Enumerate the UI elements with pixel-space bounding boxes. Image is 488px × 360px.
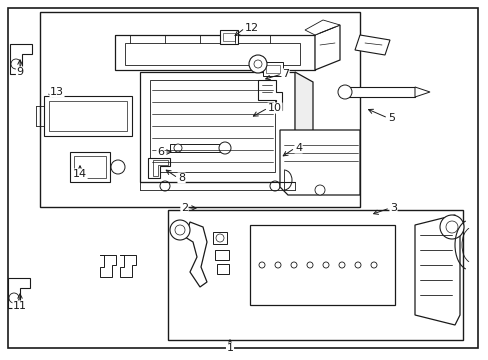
Bar	[170, 144, 224, 152]
Polygon shape	[280, 130, 359, 195]
Circle shape	[248, 55, 266, 73]
Circle shape	[445, 221, 457, 233]
Circle shape	[11, 59, 21, 69]
Bar	[40, 12, 359, 207]
Text: 13: 13	[50, 87, 64, 97]
Bar	[168, 210, 462, 340]
Circle shape	[111, 160, 125, 174]
Text: 2: 2	[181, 203, 187, 213]
Circle shape	[269, 181, 280, 191]
Polygon shape	[215, 250, 228, 260]
Text: 14: 14	[73, 169, 87, 179]
Text: 7: 7	[282, 69, 288, 79]
Polygon shape	[150, 80, 274, 172]
Circle shape	[9, 293, 19, 303]
Bar	[263, 62, 283, 76]
Circle shape	[219, 142, 230, 154]
Bar	[223, 33, 235, 41]
Circle shape	[175, 225, 184, 235]
Bar	[49, 101, 127, 131]
Text: 1: 1	[226, 343, 233, 353]
Circle shape	[314, 185, 325, 195]
Polygon shape	[100, 255, 116, 277]
Polygon shape	[115, 35, 314, 70]
Text: 4: 4	[294, 143, 302, 153]
Polygon shape	[125, 43, 299, 65]
Polygon shape	[258, 80, 282, 110]
Bar	[220, 30, 238, 44]
Polygon shape	[8, 278, 30, 308]
Polygon shape	[213, 232, 226, 244]
Bar	[345, 87, 414, 97]
Text: 9: 9	[17, 67, 23, 77]
Polygon shape	[148, 158, 170, 178]
Text: 3: 3	[389, 203, 396, 213]
Polygon shape	[10, 44, 32, 74]
Text: 11: 11	[13, 301, 27, 311]
Polygon shape	[120, 255, 136, 277]
Polygon shape	[414, 87, 429, 97]
Polygon shape	[140, 72, 294, 182]
Circle shape	[337, 85, 351, 99]
Circle shape	[439, 215, 463, 239]
Polygon shape	[354, 35, 389, 55]
Bar	[70, 152, 110, 182]
Polygon shape	[184, 222, 206, 287]
Polygon shape	[305, 20, 339, 35]
Circle shape	[170, 220, 190, 240]
Text: 5: 5	[387, 113, 394, 123]
Text: 12: 12	[244, 23, 259, 33]
Polygon shape	[153, 160, 168, 176]
Circle shape	[253, 60, 262, 68]
Circle shape	[160, 181, 170, 191]
Text: 10: 10	[267, 103, 282, 113]
Circle shape	[174, 144, 182, 152]
Text: 6: 6	[157, 147, 163, 157]
Polygon shape	[217, 264, 228, 274]
Polygon shape	[294, 72, 312, 187]
Bar	[249, 225, 394, 305]
Polygon shape	[414, 215, 459, 325]
Polygon shape	[314, 25, 339, 70]
Bar	[265, 65, 280, 73]
Bar	[44, 96, 132, 136]
Text: 8: 8	[178, 173, 185, 183]
Bar	[74, 156, 106, 178]
Circle shape	[216, 234, 224, 242]
